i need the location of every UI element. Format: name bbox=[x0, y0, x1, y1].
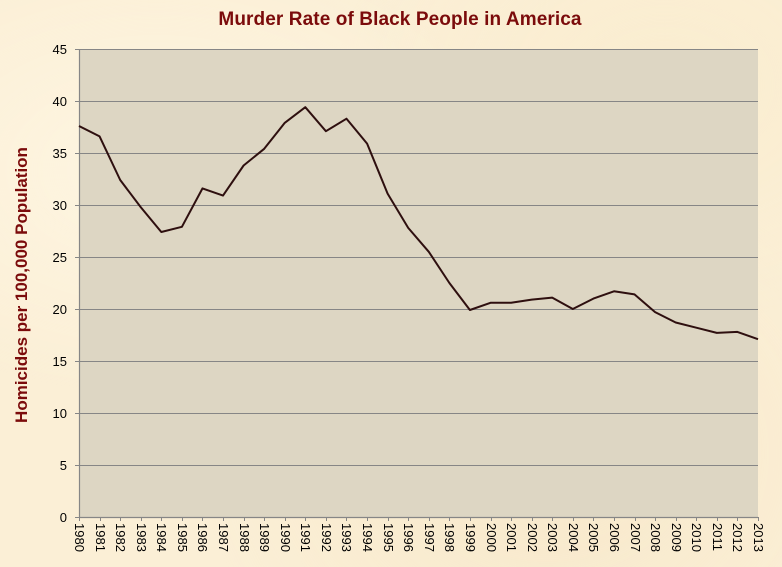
x-tick-label: 1990 bbox=[278, 523, 293, 552]
x-tick-label: 2001 bbox=[504, 523, 519, 552]
chart-title: Murder Rate of Black People in America bbox=[218, 9, 582, 30]
x-tick-label: 1991 bbox=[298, 523, 313, 552]
x-tick-label: 1995 bbox=[381, 523, 396, 552]
x-tick-label: 2011 bbox=[710, 523, 725, 551]
x-tick-label: 2010 bbox=[689, 523, 704, 552]
y-tick-label: 5 bbox=[60, 458, 67, 473]
y-tick-label: 25 bbox=[53, 250, 67, 265]
x-tick-label: 2002 bbox=[525, 523, 540, 552]
y-tick-label: 0 bbox=[60, 510, 67, 525]
x-tick-label: 1981 bbox=[93, 523, 108, 552]
x-tick-label: 1992 bbox=[319, 523, 334, 552]
x-tick-label: 2013 bbox=[751, 523, 766, 552]
x-tick-label: 1986 bbox=[195, 523, 210, 552]
x-tick-label: 1993 bbox=[339, 523, 354, 552]
x-tick-label: 1998 bbox=[442, 523, 457, 552]
x-tick-label: 1996 bbox=[401, 523, 416, 552]
y-tick-label: 10 bbox=[53, 406, 67, 421]
x-tick-label: 1999 bbox=[463, 523, 478, 552]
x-tick-label: 1983 bbox=[134, 523, 149, 552]
y-tick-label: 35 bbox=[53, 146, 67, 161]
y-tick-label: 30 bbox=[53, 198, 67, 213]
x-axis-ticks: 1980 1981 1982 1983 1984 1985 1986 1987 1988 1989… bbox=[72, 517, 766, 552]
y-tick-label: 20 bbox=[53, 302, 67, 317]
x-tick-label: 1985 bbox=[175, 523, 190, 552]
x-tick-label: 2006 bbox=[607, 523, 622, 552]
x-tick-label: 2003 bbox=[545, 523, 560, 552]
data-series-line bbox=[78, 106, 759, 341]
x-tick-label: 1988 bbox=[237, 523, 252, 552]
x-tick-label: 2004 bbox=[566, 523, 581, 552]
x-tick-label: 1980 bbox=[72, 523, 87, 552]
x-tick-label: 1984 bbox=[154, 523, 169, 552]
x-tick-label: 1994 bbox=[360, 523, 375, 552]
x-tick-label: 1997 bbox=[422, 523, 437, 552]
x-tick-label: 2008 bbox=[648, 523, 663, 552]
x-tick-label: 1987 bbox=[216, 523, 231, 552]
x-tick-label: 2007 bbox=[628, 523, 643, 552]
plot-area bbox=[79, 49, 758, 517]
x-tick-label: 2005 bbox=[586, 523, 601, 552]
x-tick-label: 1989 bbox=[257, 523, 272, 552]
x-tick-label: 2009 bbox=[669, 523, 684, 552]
gridlines bbox=[79, 49, 758, 466]
y-tick-label: 45 bbox=[53, 42, 67, 57]
x-tick-label: 1982 bbox=[113, 523, 128, 552]
y-axis-ticks: 0 5 10 15 20 25 30 35 40 45 bbox=[53, 42, 79, 525]
y-tick-label: 40 bbox=[53, 94, 67, 109]
y-tick-label: 15 bbox=[53, 354, 67, 369]
x-tick-label: 2012 bbox=[730, 523, 745, 552]
x-tick-label: 2000 bbox=[484, 523, 499, 552]
